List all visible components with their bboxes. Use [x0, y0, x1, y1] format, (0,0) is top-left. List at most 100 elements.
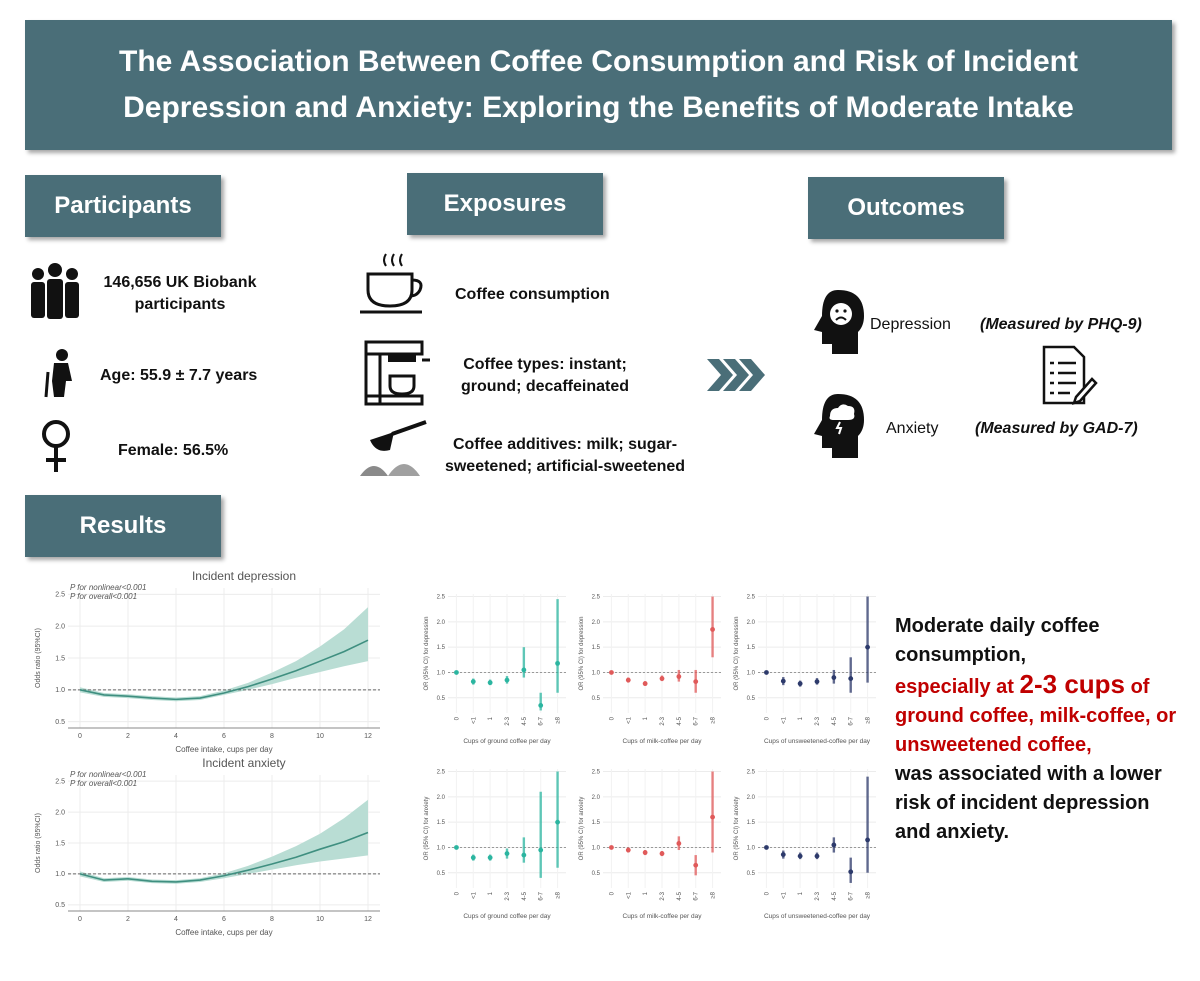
- y-tick-label: 1.0: [55, 687, 65, 694]
- x-tick-label: ≥8: [866, 716, 872, 723]
- y-tick-label: 2.0: [55, 624, 65, 631]
- y-tick-label: 1.5: [55, 840, 65, 847]
- x-tick-label: 6: [222, 916, 226, 923]
- y-tick-label: 2.0: [55, 809, 65, 816]
- x-tick-label: 0: [764, 716, 770, 720]
- y-tick-label: 2.5: [592, 770, 601, 776]
- point-estimate: [764, 670, 769, 675]
- point-estimate: [831, 675, 837, 680]
- x-tick-label: 1: [798, 891, 804, 895]
- chart-title: Incident depression: [192, 569, 296, 583]
- y-tick-label: 1.0: [592, 845, 601, 851]
- y-axis-label: OR (95% CI) for depression: [734, 616, 740, 690]
- x-tick-label: 0: [609, 716, 615, 720]
- point-estimate: [642, 681, 648, 687]
- point-estimate: [659, 676, 665, 681]
- forest-plot: 0.5 1.0 1.5 2.0 2.5 0 <1 1 2-3 4-5 6-7 ≥8 Cups of mi…: [579, 594, 721, 745]
- conclusion-part: of ground coffee, milk-coffee, or unswee…: [895, 676, 1177, 756]
- forest-plot: 0.5 1.0 1.5 2.0 2.5 0 <1 1 2-3 4-5 6-7 ≥8 Cups of mi…: [579, 769, 721, 920]
- y-tick-label: 1.0: [437, 845, 446, 851]
- point-estimate: [609, 670, 614, 675]
- document-icon: [1042, 345, 1098, 405]
- point-estimate: [521, 667, 527, 673]
- outcome-depression-measure: (Measured by PHQ-9): [980, 316, 1142, 333]
- x-tick-label: 1: [798, 716, 804, 720]
- x-tick-label: ≥8: [866, 891, 872, 898]
- y-axis-label: OR (95% CI) for depression: [424, 616, 430, 690]
- x-tick-label: 0: [609, 891, 615, 895]
- x-tick-label: 4-5: [522, 891, 528, 900]
- y-tick-label: 1.5: [592, 820, 601, 826]
- y-tick-label: 0.5: [592, 696, 601, 702]
- y-tick-label: 1.0: [592, 670, 601, 676]
- x-tick-label: 6-7: [849, 716, 855, 725]
- x-tick-label: ≥8: [556, 891, 562, 898]
- elderly-icon: [44, 349, 72, 398]
- x-tick-label: <1: [781, 716, 787, 724]
- point-estimate: [487, 855, 493, 861]
- x-tick-label: <1: [626, 891, 632, 899]
- point-estimate: [470, 855, 476, 861]
- point-estimate: [865, 644, 870, 650]
- point-estimate: [780, 852, 786, 857]
- forest-plot: 0.5 1.0 1.5 2.0 2.5 0 <1 1 2-3 4-5 6-7 ≥8 Cups of gr…: [424, 594, 566, 745]
- y-tick-label: 1.0: [55, 871, 65, 878]
- ci-band: [80, 799, 368, 884]
- x-tick-label: ≥8: [556, 716, 562, 723]
- conclusion-part: 2-3 cups: [1019, 669, 1126, 699]
- conclusion-part: especially at: [895, 676, 1014, 698]
- y-tick-label: 0.5: [592, 871, 601, 877]
- point-estimate: [504, 677, 510, 683]
- x-tick-label: ≥8: [711, 891, 717, 898]
- y-tick-label: 1.5: [747, 645, 756, 651]
- coffee-machine-icon: [364, 340, 430, 406]
- x-tick-label: 1: [488, 891, 494, 895]
- x-tick-label: 2-3: [505, 716, 511, 725]
- y-tick-label: 1.0: [747, 845, 756, 851]
- x-axis-label: Cups of milk-coffee per day: [623, 738, 703, 745]
- section-heading: Exposures: [407, 173, 603, 235]
- point-estimate: [848, 869, 854, 875]
- y-tick-label: 0.5: [437, 696, 446, 702]
- outcome-anxiety: Anxiety: [886, 420, 939, 437]
- x-tick-label: 2: [126, 916, 130, 923]
- estimate-line: [79, 831, 369, 883]
- x-tick-label: 0: [78, 916, 82, 923]
- x-tick-label: 8: [270, 733, 274, 740]
- x-tick-label: 2-3: [660, 891, 666, 900]
- x-axis-label: Cups of milk-coffee per day: [623, 913, 703, 920]
- y-tick-label: 2.5: [747, 770, 756, 776]
- x-tick-label: 1: [643, 716, 649, 720]
- forest-plot: 0.5 1.0 1.5 2.0 2.5 0 <1 1 2-3 4-5 6-7 ≥8 Cups of un…: [734, 594, 876, 745]
- conclusion-part: was associated with a lower risk of inci…: [895, 763, 1162, 843]
- y-tick-label: 1.0: [747, 670, 756, 676]
- x-tick-label: ≥8: [711, 716, 717, 723]
- point-estimate: [831, 842, 837, 848]
- participants-count: 146,656 UK Biobank participants: [103, 274, 257, 313]
- x-tick-label: <1: [471, 891, 477, 899]
- x-tick-label: 0: [454, 891, 460, 895]
- point-estimate: [504, 851, 510, 856]
- x-tick-label: 2-3: [505, 891, 511, 900]
- point-estimate: [454, 845, 459, 850]
- x-tick-label: 2-3: [815, 716, 821, 725]
- annotation: P for overall<0.001: [70, 592, 137, 601]
- conclusion: Moderate daily coffee consumption, espec…: [895, 612, 1190, 847]
- point-estimate: [814, 853, 820, 859]
- x-tick-label: <1: [626, 716, 632, 724]
- x-tick-label: 1: [488, 716, 494, 720]
- y-tick-label: 0.5: [747, 871, 756, 877]
- y-axis-label: OR (95% CI) for anxiety: [579, 797, 585, 861]
- x-tick-label: 10: [316, 733, 324, 740]
- point-estimate: [848, 676, 854, 681]
- point-estimate: [454, 670, 459, 675]
- x-tick-label: 12: [364, 733, 372, 740]
- point-estimate: [538, 703, 544, 708]
- anxiety-head-icon: [814, 394, 864, 458]
- x-axis-label: Cups of unsweetened-coffee per day: [764, 738, 871, 745]
- x-tick-label: 0: [454, 716, 460, 720]
- annotation: P for nonlinear<0.001: [70, 583, 146, 592]
- x-tick-label: 4-5: [677, 716, 683, 725]
- x-tick-label: 12: [364, 916, 372, 923]
